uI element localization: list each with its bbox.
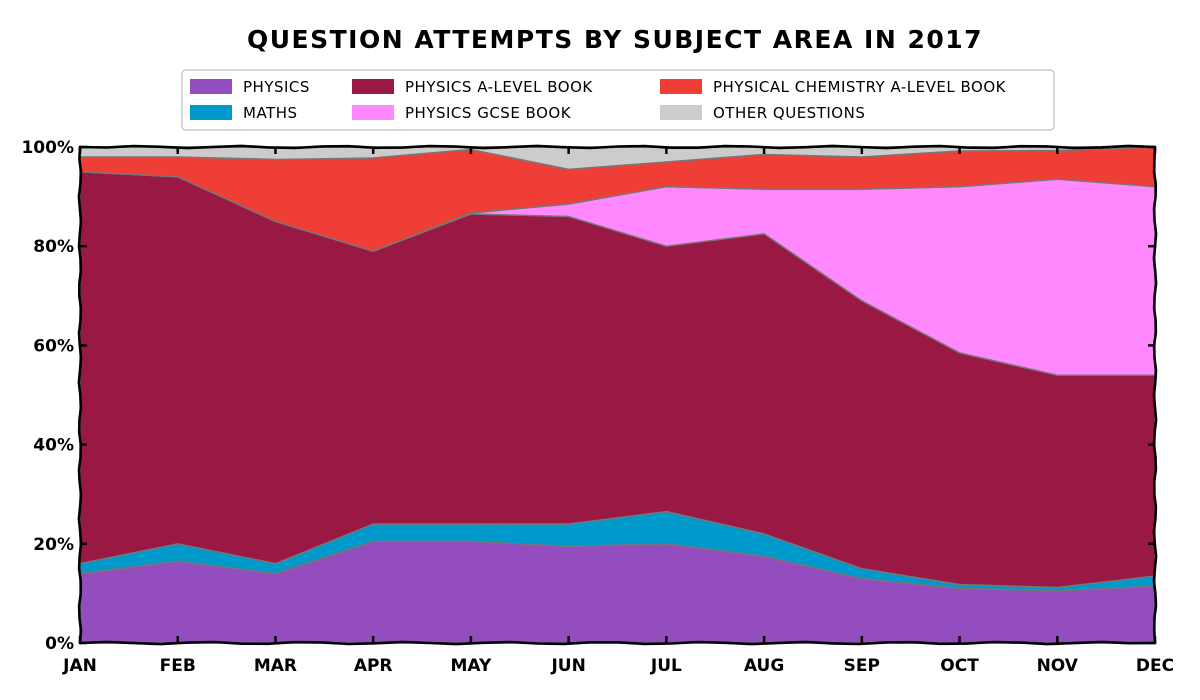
y-tick-label: 20%: [33, 535, 74, 555]
frame-right: [1152, 145, 1158, 645]
x-tick-label: Nov: [1037, 656, 1079, 676]
y-tick-label: 0%: [45, 634, 74, 654]
legend-swatch-maths: [190, 105, 232, 120]
legend: Physics Maths Physics A-Level Book Physics …: [181, 69, 1055, 131]
x-tick-label: Jul: [650, 656, 682, 676]
y-tick-label: 60%: [33, 336, 74, 356]
x-tick-label: Apr: [354, 656, 393, 676]
x-tick-label: Feb: [160, 656, 196, 676]
plot-areas: [79, 146, 1156, 644]
legend-label-physics-a-level-book: Physics A-Level Book: [405, 78, 593, 96]
legend-frame: [181, 69, 1055, 131]
frame-top: [78, 144, 1157, 150]
frame-bottom: [78, 640, 1157, 646]
y-tick-label: 40%: [33, 436, 74, 456]
x-tick-label: Aug: [744, 656, 784, 676]
axes: 0% 20% 40% 60% 80% 100% Jan Feb Mar Apr May Jun Jul A…: [21, 138, 1174, 676]
legend-swatch-physics-gcse-book: [352, 105, 394, 120]
y-tick-label: 100%: [21, 138, 74, 158]
legend-label-physics: Physics: [243, 78, 310, 96]
legend-label-physics-gcse-book: Physics GCSE Book: [405, 104, 572, 122]
chart-title: Question attempts by subject area in 201…: [247, 25, 983, 54]
x-tick-label: Oct: [940, 656, 979, 676]
legend-swatch-other-questions: [660, 105, 702, 120]
x-tick-label: May: [451, 656, 492, 676]
x-tick-label: Mar: [254, 656, 297, 676]
legend-swatch-physics-a-level-book: [352, 79, 394, 94]
legend-label-other-questions: Other Questions: [713, 104, 865, 122]
x-tick-label: Jan: [62, 656, 97, 676]
legend-label-maths: Maths: [243, 104, 298, 122]
x-tick-label: Sep: [844, 656, 880, 676]
legend-swatch-physics: [190, 79, 232, 94]
legend-swatch-physical-chemistry-a-level-book: [660, 79, 702, 94]
x-tick-label: Jun: [550, 656, 585, 676]
legend-label-physical-chemistry-a-level-book: Physical Chemistry A-Level Book: [713, 78, 1007, 96]
x-tick-label: Dec: [1136, 656, 1174, 676]
frame-left: [77, 145, 83, 645]
y-tick-label: 80%: [33, 237, 74, 257]
